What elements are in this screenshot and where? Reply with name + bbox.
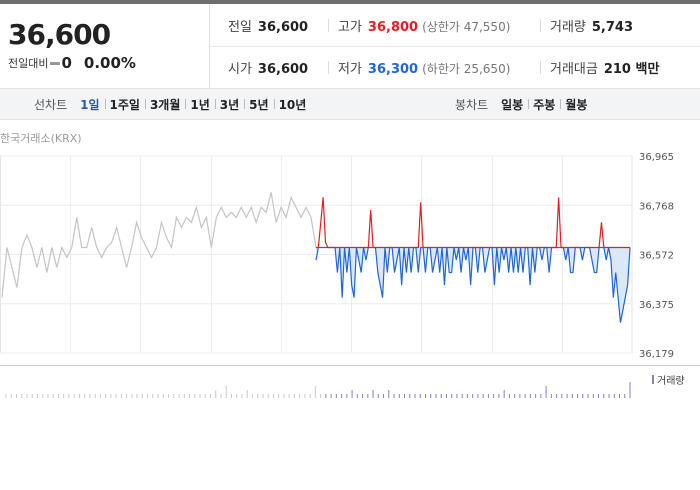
chart-tab-bar: 선차트 1일 1주일 3개월 1년 3년 5년 10년 봉차트 일봉 주봉 월봉: [0, 89, 700, 120]
divider: [328, 19, 329, 32]
candle-chart-tabs: 봉차트 일봉 주봉 월봉: [455, 89, 592, 119]
volume-cell: 거래량 5,743: [550, 16, 633, 35]
tab-1w[interactable]: 1주일: [104, 96, 145, 113]
trade-value-cell: 거래대금 210 백만: [550, 58, 659, 77]
today-series: [315, 197, 631, 323]
y-tick-label: 36,179: [639, 349, 674, 360]
divider: [540, 19, 541, 32]
tab-3m[interactable]: 3개월: [144, 96, 185, 113]
volume-legend: 거래량: [652, 372, 685, 387]
volume-bars: [0, 365, 700, 398]
upper-limit: (상한가 47,550): [422, 20, 511, 34]
trade-value-value: 210 백만: [603, 62, 660, 77]
volume-swatch: [652, 375, 654, 384]
data-source: 한국거래소(KRX): [0, 132, 82, 145]
change-row: 전일대비 0 0.00%: [8, 54, 136, 72]
tab-daily[interactable]: 일봉: [501, 97, 524, 112]
y-axis-ticks: 36,965 36,768 36,572 36,375 36,179: [639, 152, 674, 360]
price-chart: 36,965 36,768 36,572 36,375 36,179: [0, 152, 700, 398]
top-border: [0, 0, 700, 4]
current-price: 36,600: [8, 18, 111, 51]
tab-weekly[interactable]: 주봉: [528, 96, 560, 113]
open-value: 36,600: [257, 62, 309, 77]
tab-10y[interactable]: 10년: [273, 96, 312, 113]
lower-limit: (하한가 25,650): [422, 62, 511, 76]
open-cell: 시가 36,600: [228, 58, 308, 77]
volume-value: 5,743: [591, 20, 634, 35]
trade-value-label: 거래대금: [550, 62, 598, 77]
y-tick-label: 36,768: [639, 201, 674, 212]
candle-chart-label: 봉차트: [455, 97, 489, 112]
tab-1y[interactable]: 1년: [185, 96, 214, 113]
quote-row-2: 시가 36,600 저가 36,300 (하한가 25,650) 거래대금 210 백만: [210, 46, 700, 88]
y-tick-label: 36,572: [639, 251, 674, 262]
tab-3y[interactable]: 3년: [214, 96, 244, 113]
change-percent: 0.00%: [83, 54, 136, 72]
flat-icon: [50, 61, 61, 65]
volume-label: 거래량: [550, 20, 586, 35]
history-line: [1, 192, 317, 298]
quote-panel: 36,600 전일대비 0 0.00% 전일 36,600 고가 36,800 (상한…: [0, 4, 700, 89]
divider: [328, 61, 329, 74]
today-line-up: [316, 197, 630, 249]
low-label: 저가: [338, 62, 362, 77]
low-cell: 저가 36,300 (하한가 25,650): [338, 58, 510, 77]
tab-monthly[interactable]: 월봉: [560, 96, 592, 113]
prev-close-value: 36,600: [257, 20, 309, 35]
change-value: 0: [61, 54, 72, 72]
line-chart-tabs: 선차트 1일 1주일 3개월 1년 3년 5년 10년: [34, 89, 311, 119]
y-tick-label: 36,965: [639, 152, 674, 163]
prev-close-label: 전일: [228, 20, 252, 35]
line-chart-label: 선차트: [34, 97, 68, 112]
prev-close-cell: 전일 36,600: [228, 16, 308, 35]
high-cell: 고가 36,800 (상한가 47,550): [338, 16, 510, 35]
high-value: 36,800: [367, 20, 419, 35]
change-label: 전일대비: [8, 57, 49, 70]
volume-legend-label: 거래량: [657, 376, 685, 387]
low-value: 36,300: [367, 62, 419, 77]
open-label: 시가: [228, 62, 252, 77]
history-series: [1, 192, 317, 298]
quote-row-1: 전일 36,600 고가 36,800 (상한가 47,550) 거래량 5,743: [210, 4, 700, 47]
tab-5y[interactable]: 5년: [244, 96, 273, 113]
tab-1d[interactable]: 1일: [80, 97, 100, 112]
divider: [540, 61, 541, 74]
high-label: 고가: [338, 20, 362, 35]
today-line-down: [315, 246, 631, 323]
price-summary: 36,600 전일대비 0 0.00%: [0, 4, 210, 88]
y-tick-label: 36,375: [639, 300, 674, 311]
